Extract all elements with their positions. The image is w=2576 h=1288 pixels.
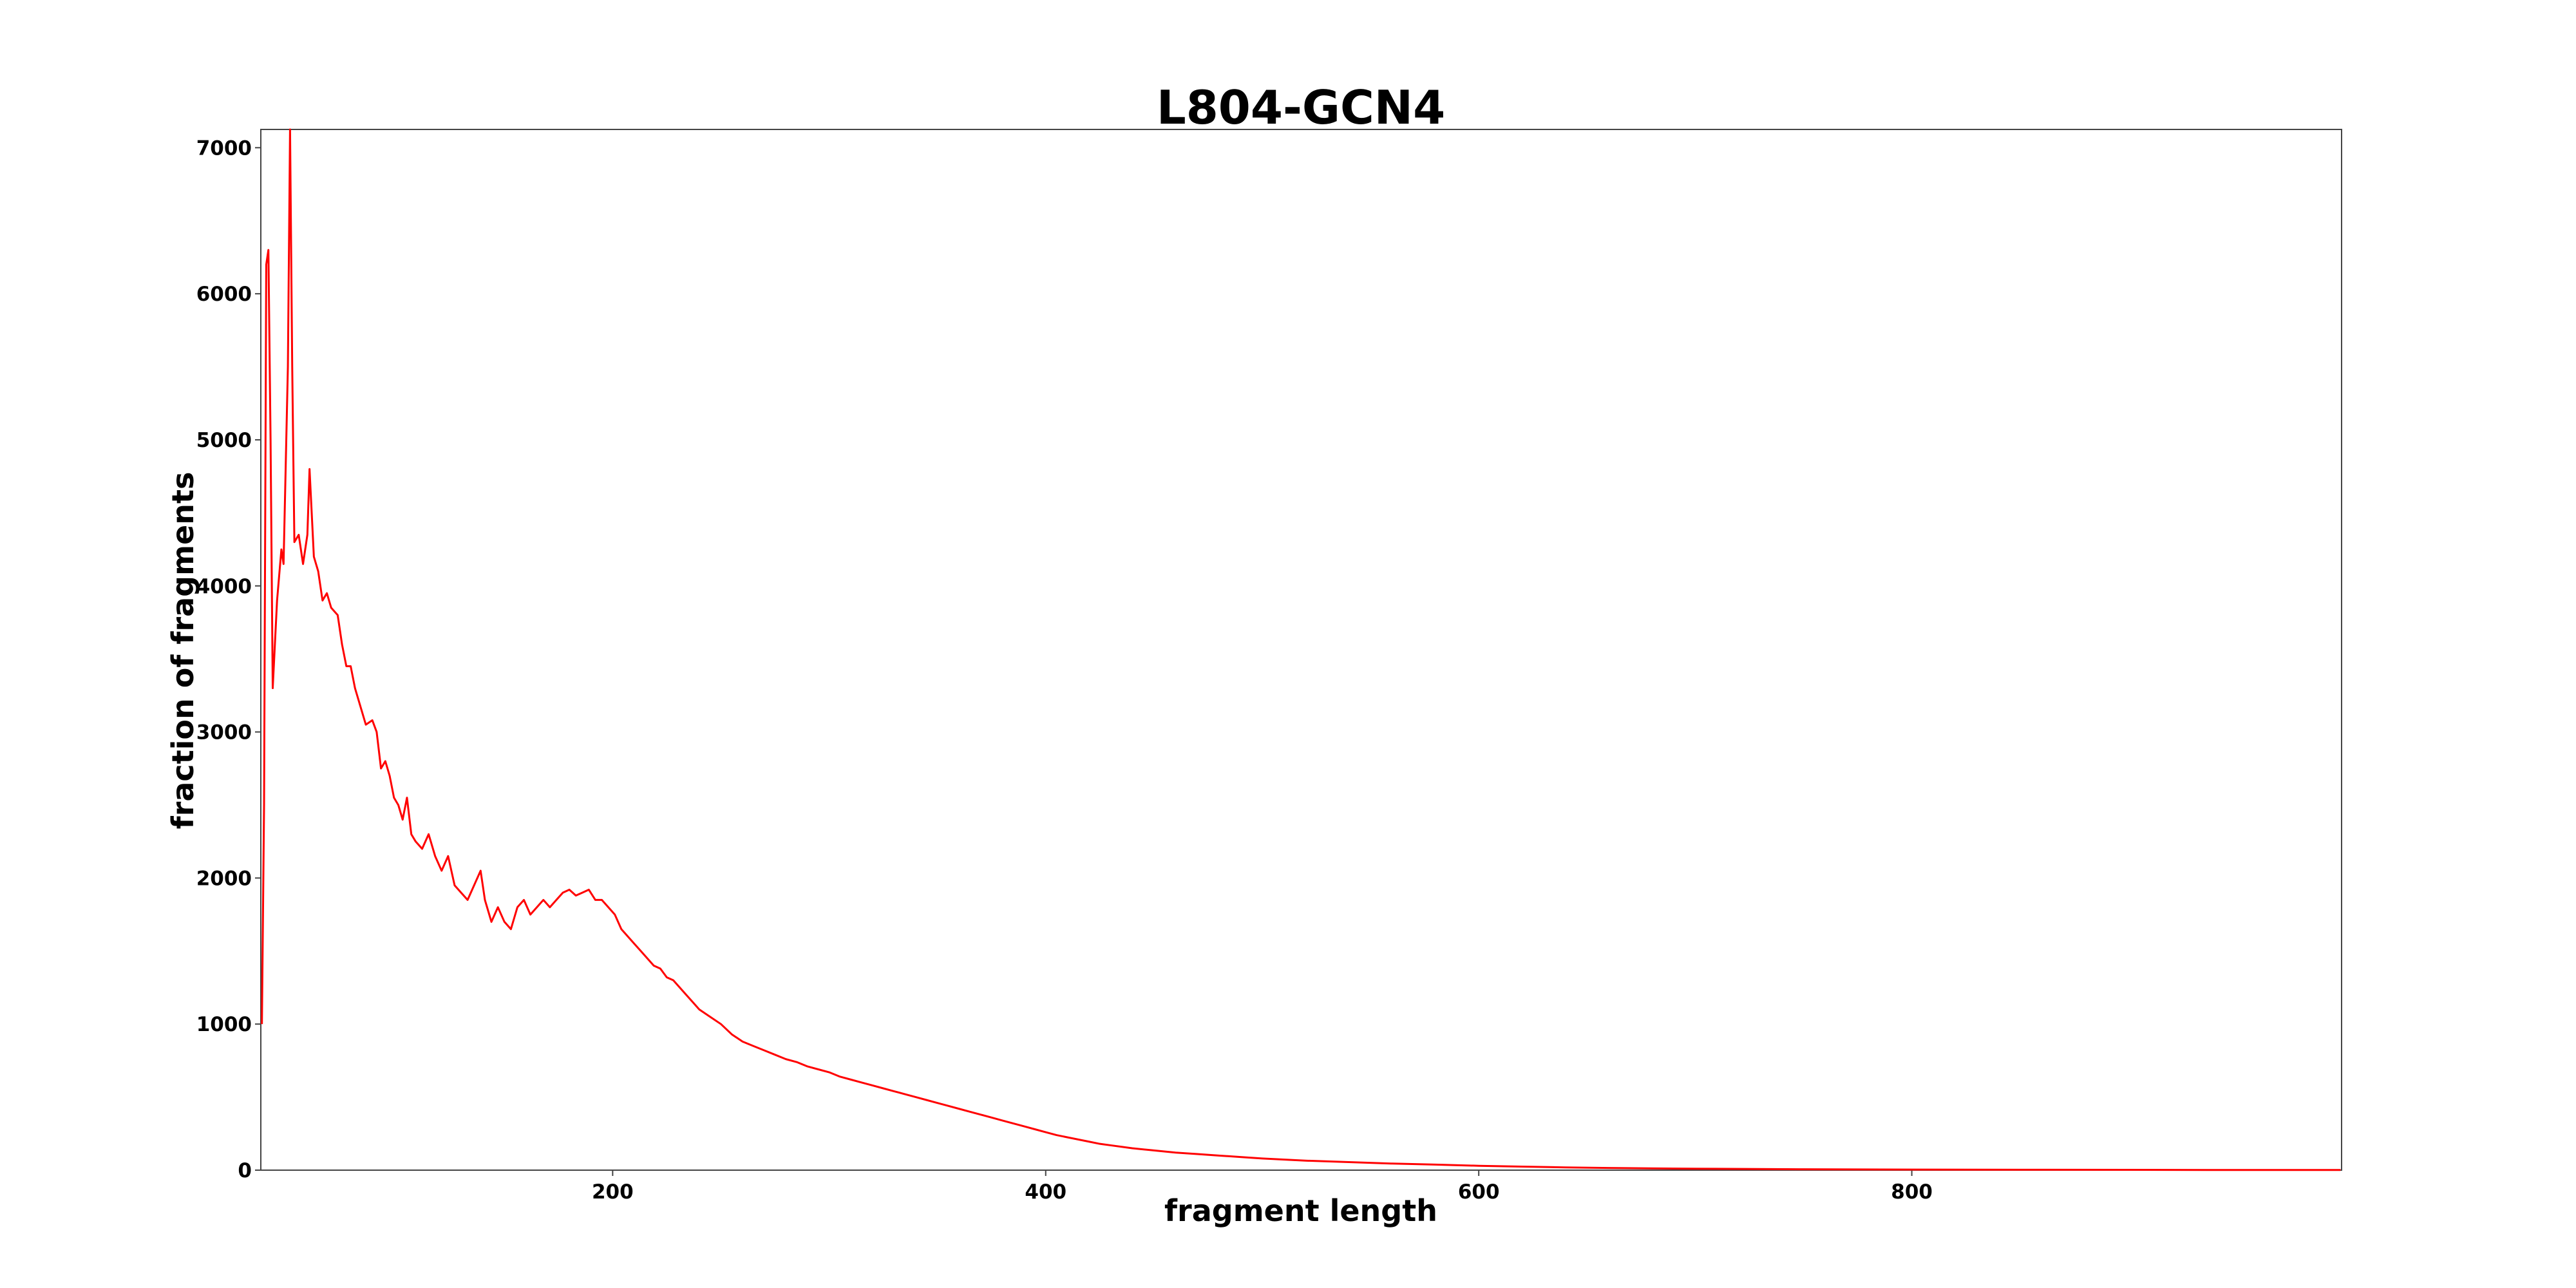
chart-title: L804-GCN4 xyxy=(1157,80,1445,135)
x-tick-label: 600 xyxy=(1458,1180,1500,1204)
y-tick-label: 1000 xyxy=(196,1013,252,1036)
y-axis-label: fraction of fragments xyxy=(166,472,200,829)
y-tick-label: 5000 xyxy=(196,429,252,452)
x-axis-label: fragment length xyxy=(1164,1193,1437,1228)
y-tick-label: 6000 xyxy=(196,283,252,306)
data-line xyxy=(261,128,2341,1171)
x-tick-label: 400 xyxy=(1025,1180,1066,1204)
y-tick-label: 2000 xyxy=(196,867,252,890)
y-tick-label: 4000 xyxy=(196,575,252,598)
y-tick-label: 0 xyxy=(238,1159,252,1182)
plot-frame xyxy=(260,129,2342,1171)
y-tick-label: 7000 xyxy=(196,137,252,160)
y-tick-label: 3000 xyxy=(196,721,252,744)
x-tick-label: 800 xyxy=(1891,1180,1933,1204)
x-tick-label: 200 xyxy=(592,1180,634,1204)
